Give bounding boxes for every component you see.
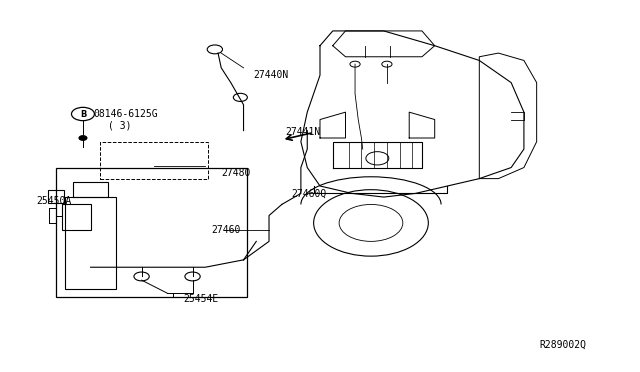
Text: 27440N: 27440N [253,70,289,80]
Bar [56,167,246,297]
Bar [65,197,116,289]
Circle shape [79,136,87,140]
Bar [62,205,91,230]
Text: 27441N: 27441N [285,128,320,138]
Bar [100,142,209,179]
Text: 27480: 27480 [221,168,251,178]
Text: 08146-6125G: 08146-6125G [94,109,159,119]
Text: R289002Q: R289002Q [540,340,587,350]
Text: 25450A: 25450A [36,196,72,206]
Bar [48,190,64,203]
Text: 25454E: 25454E [183,294,218,304]
Text: B: B [80,109,86,119]
Text: ( 3): ( 3) [108,120,132,130]
Text: 27460: 27460 [212,225,241,235]
Bar [73,182,108,197]
Text: 27460Q: 27460Q [291,188,326,198]
